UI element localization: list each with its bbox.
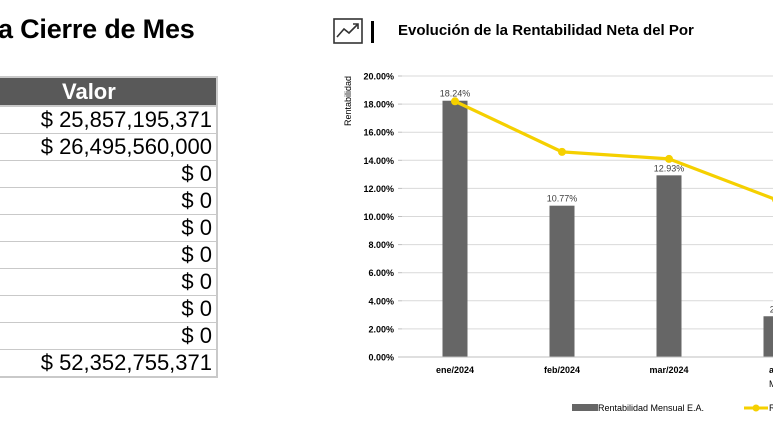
y-tick-label: 18.00% [363, 100, 394, 110]
y-tick-label: 2.00% [368, 324, 394, 334]
table-row: $ 25,857,195,371 [0, 107, 216, 133]
title-separator [371, 21, 374, 43]
y-tick-label: 8.00% [368, 240, 394, 250]
left-panel-title: a Cierre de Mes [0, 14, 195, 44]
table-row: $ 0 [0, 215, 216, 241]
y-tick-label: 16.00% [363, 128, 394, 138]
y-axis-label: Rentabilidad [343, 76, 353, 126]
x-tick-label: ene/2024 [436, 365, 474, 375]
x-tick-label: feb/2024 [544, 365, 580, 375]
table-row: $ 26,495,560,000 [0, 134, 216, 160]
legend-swatch-bar [572, 404, 598, 411]
bar [656, 175, 682, 357]
line-point [451, 97, 459, 106]
table-row: $ 0 [0, 323, 216, 349]
x-axis-label: M [769, 379, 773, 389]
y-tick-label: 6.00% [368, 268, 394, 278]
table-row: $ 0 [0, 269, 216, 295]
table-total-row: $ 52,352,755,371 [0, 350, 216, 376]
chart-title: Evolución de la Rentabilidad Neta del Po… [398, 22, 694, 39]
value-table: Valor $ 25,857,195,371 $ 26,495,560,000 … [0, 76, 218, 378]
line-chart-icon [333, 18, 363, 49]
table-header-valor: Valor [62, 79, 116, 104]
table-row: $ 0 [0, 161, 216, 187]
line-series [454, 99, 773, 201]
bar-data-label: 10.77% [547, 194, 578, 204]
bar [763, 316, 773, 357]
legend-label-line: R [769, 403, 773, 413]
x-tick-label: mar/2024 [649, 365, 688, 375]
y-tick-label: 12.00% [363, 184, 394, 194]
bar-data-label: 18.24% [440, 89, 471, 99]
bar-data-label: 2.9 [770, 304, 773, 314]
line-point [558, 147, 566, 156]
y-tick-label: 14.00% [363, 156, 394, 166]
bar-data-label: 12.93% [654, 163, 685, 173]
legend-swatch-line-marker [752, 404, 760, 412]
bar [442, 100, 468, 357]
y-tick-label: 0.00% [368, 353, 394, 363]
table-row: $ 0 [0, 188, 216, 214]
x-tick-label: abr [769, 365, 773, 375]
bar [549, 205, 575, 357]
legend-label-bar: Rentabilidad Mensual E.A. [598, 403, 704, 413]
y-tick-label: 20.00% [363, 72, 394, 82]
y-tick-label: 4.00% [368, 296, 394, 306]
table-row: $ 0 [0, 242, 216, 268]
y-tick-label: 10.00% [363, 212, 394, 222]
line-point [665, 154, 673, 163]
table-row: $ 0 [0, 296, 216, 322]
table-header: Valor [0, 78, 216, 105]
